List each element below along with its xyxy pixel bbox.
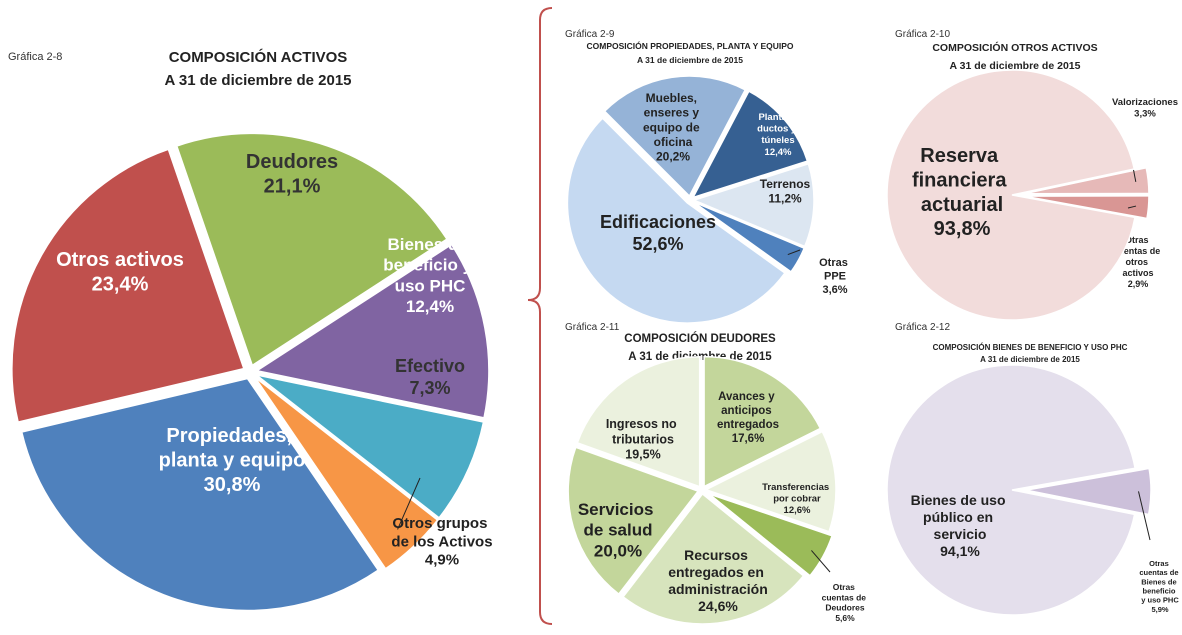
slice-label: Ingresos no tributarios (606, 417, 680, 446)
slice-value-label: 21,1% (264, 175, 321, 197)
pie-slice (886, 69, 1136, 321)
slice-value-label: 24,6% (698, 598, 738, 614)
pie-slice (175, 132, 448, 367)
pie-slice (255, 374, 485, 519)
pie-slice (603, 75, 747, 198)
pie-slice (1023, 166, 1150, 195)
chart-title: COMPOSICIÓN ACTIVOS (169, 48, 348, 66)
pie-slice (704, 430, 837, 533)
slice-label: Otras cuentas de Deudores (822, 582, 869, 613)
slice-label: Otras PPE (819, 257, 851, 282)
slice-value-label: 23,4% (92, 273, 149, 295)
chart-title: COMPOSICIÓN OTROS ACTIVOS (932, 41, 1097, 54)
chart-label: Gráfica 2-12 (895, 322, 950, 333)
leader-line (1127, 205, 1137, 209)
pie-slice (693, 201, 806, 273)
pie-slice (576, 355, 701, 488)
pie-slice (886, 364, 1136, 616)
chart-label: Gráfica 2-9 (565, 29, 615, 40)
chart-subtitle: A 31 de diciembre de 2015 (637, 55, 743, 65)
leader-line (397, 477, 421, 530)
leader-line (787, 249, 801, 256)
slice-value-label: 3,6% (822, 284, 847, 296)
pie-slice (254, 243, 490, 419)
slice-value-label: 20,2% (656, 150, 690, 164)
slice-value-label: 30,8% (204, 474, 261, 496)
slice-value-label: 3,3% (1134, 109, 1156, 120)
slice-value-label: 7,3% (409, 378, 450, 398)
chart-title: COMPOSICIÓN DEUDORES (624, 332, 776, 345)
chart-title: COMPOSICIÓN PROPIEDADES, PLANTA Y EQUIPO (586, 40, 793, 51)
slice-label: Servicios de salud (578, 500, 658, 540)
pie-slice (703, 355, 822, 488)
pie-slice (691, 90, 809, 199)
slice-value-label: 93,8% (934, 218, 991, 240)
slice-label: Terrenos (760, 177, 811, 191)
slice-value-label: 4,9% (425, 552, 459, 569)
pie-slice (20, 377, 380, 612)
slice-value-label: 19,5% (625, 448, 660, 462)
slice-value-label: 5,6% (835, 613, 855, 623)
slice-value-label: 11,2% (768, 192, 802, 206)
slice-label: Reserva financiera actuarial (912, 145, 1012, 216)
pie-slice (691, 162, 815, 248)
slice-label: Otras cuentas de otros activos (1113, 235, 1163, 278)
pie-slice (567, 446, 700, 596)
slice-label: Transferencias por cobrar (762, 482, 832, 505)
slice-value-label: 12,4% (406, 297, 454, 316)
pie-slice (254, 376, 439, 570)
slice-label: Valorizaciones (1112, 97, 1178, 108)
slice-value-label: 12,4% (765, 147, 792, 158)
pie-slice (566, 117, 786, 324)
pie-slice (1025, 467, 1152, 516)
slice-label: Plantas, ductos y túneles (757, 112, 799, 146)
pie-slice (1023, 195, 1150, 220)
slice-value-label: 5,9% (1151, 605, 1168, 614)
slice-label: Deudores (246, 151, 338, 173)
slice-label: Bienes de uso público en servicio (911, 492, 1010, 542)
slice-value-label: 20,0% (594, 541, 642, 560)
pie-slice (11, 148, 245, 423)
chart-title: COMPOSICIÓN BIENES DE BENEFICIO Y USO PH… (933, 343, 1128, 352)
slice-value-label: 94,1% (940, 543, 980, 559)
slice-value-label: 17,6% (732, 433, 765, 445)
bracket (527, 7, 553, 625)
slice-label: Otras cuentas de Bienes de beneficio y u… (1139, 559, 1180, 605)
leader-line (1138, 491, 1151, 541)
slice-label: Avances y anticipos entregados (717, 391, 779, 431)
slice-label: Efectivo (395, 356, 465, 376)
slice-label: Edificaciones (600, 212, 716, 232)
pie-slice (621, 492, 805, 625)
slice-value-label: 2,9% (1128, 279, 1149, 289)
chart-label: Gráfica 2-11 (565, 322, 620, 333)
slice-label: Muebles, enseres y equipo de oficina (643, 91, 703, 149)
slice-value-label: 12,6% (784, 505, 811, 516)
leader-line (811, 550, 831, 573)
chart-subtitle: A 31 de diciembre de 2015 (980, 355, 1080, 364)
slice-label: Propiedades, planta y equipo (159, 425, 306, 471)
pie-slice (708, 493, 833, 577)
slice-label: Recursos entregados en administración (668, 547, 768, 597)
chart-label: Gráfica 2-10 (895, 29, 950, 40)
chart-label: Gráfica 2-8 (8, 51, 62, 63)
slice-value-label: 52,6% (632, 234, 683, 254)
chart-subtitle: A 31 de diciembre de 2015 (950, 60, 1081, 72)
slice-label: Bienes de beneficio y uso PHC (383, 235, 477, 295)
slice-label: Otros activos (56, 249, 184, 271)
chart-subtitle: A 31 de diciembre de 2015 (164, 72, 351, 89)
slice-label: Otros grupos de los Activos (391, 515, 492, 550)
